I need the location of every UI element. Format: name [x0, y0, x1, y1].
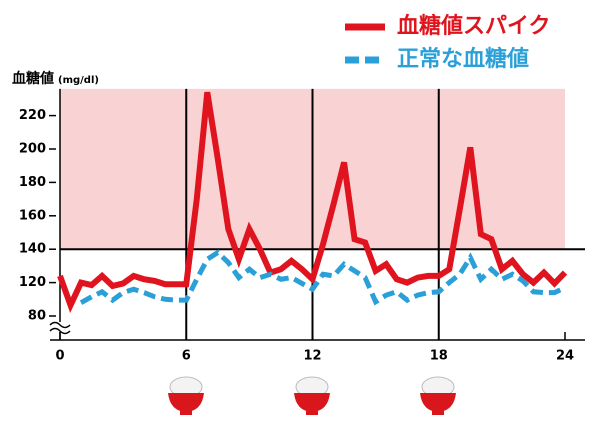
- y-tick-label: 180: [19, 175, 46, 190]
- y-tick-label: 80: [28, 309, 46, 324]
- legend-label: 正常な血糖値: [397, 46, 529, 72]
- y-axis-label: 血糖値: [12, 70, 54, 87]
- series-line: [79, 249, 567, 306]
- y-tick-label: 140: [19, 242, 46, 257]
- rice-bowl: [294, 376, 330, 415]
- y-axis-unit: (mg/dl): [58, 75, 99, 86]
- rice-bowl: [420, 376, 456, 415]
- series-line: [57, 91, 568, 314]
- axis-break: [49, 321, 71, 335]
- x-tick-label: 24: [556, 349, 574, 364]
- rice-bowl: [168, 376, 204, 415]
- x-tick-label: 6: [182, 349, 191, 364]
- y-tick-label: 200: [19, 142, 46, 157]
- x-tick-label: 12: [303, 349, 321, 364]
- y-tick-label: 120: [19, 275, 46, 290]
- meal-icons: [168, 376, 456, 415]
- y-tick-label: 220: [19, 108, 46, 123]
- x-tick-label: 18: [430, 349, 448, 364]
- legend-label: 血糖値スパイク: [397, 13, 551, 39]
- x-tick-label: 0: [55, 349, 64, 364]
- y-tick-label: 160: [19, 208, 46, 223]
